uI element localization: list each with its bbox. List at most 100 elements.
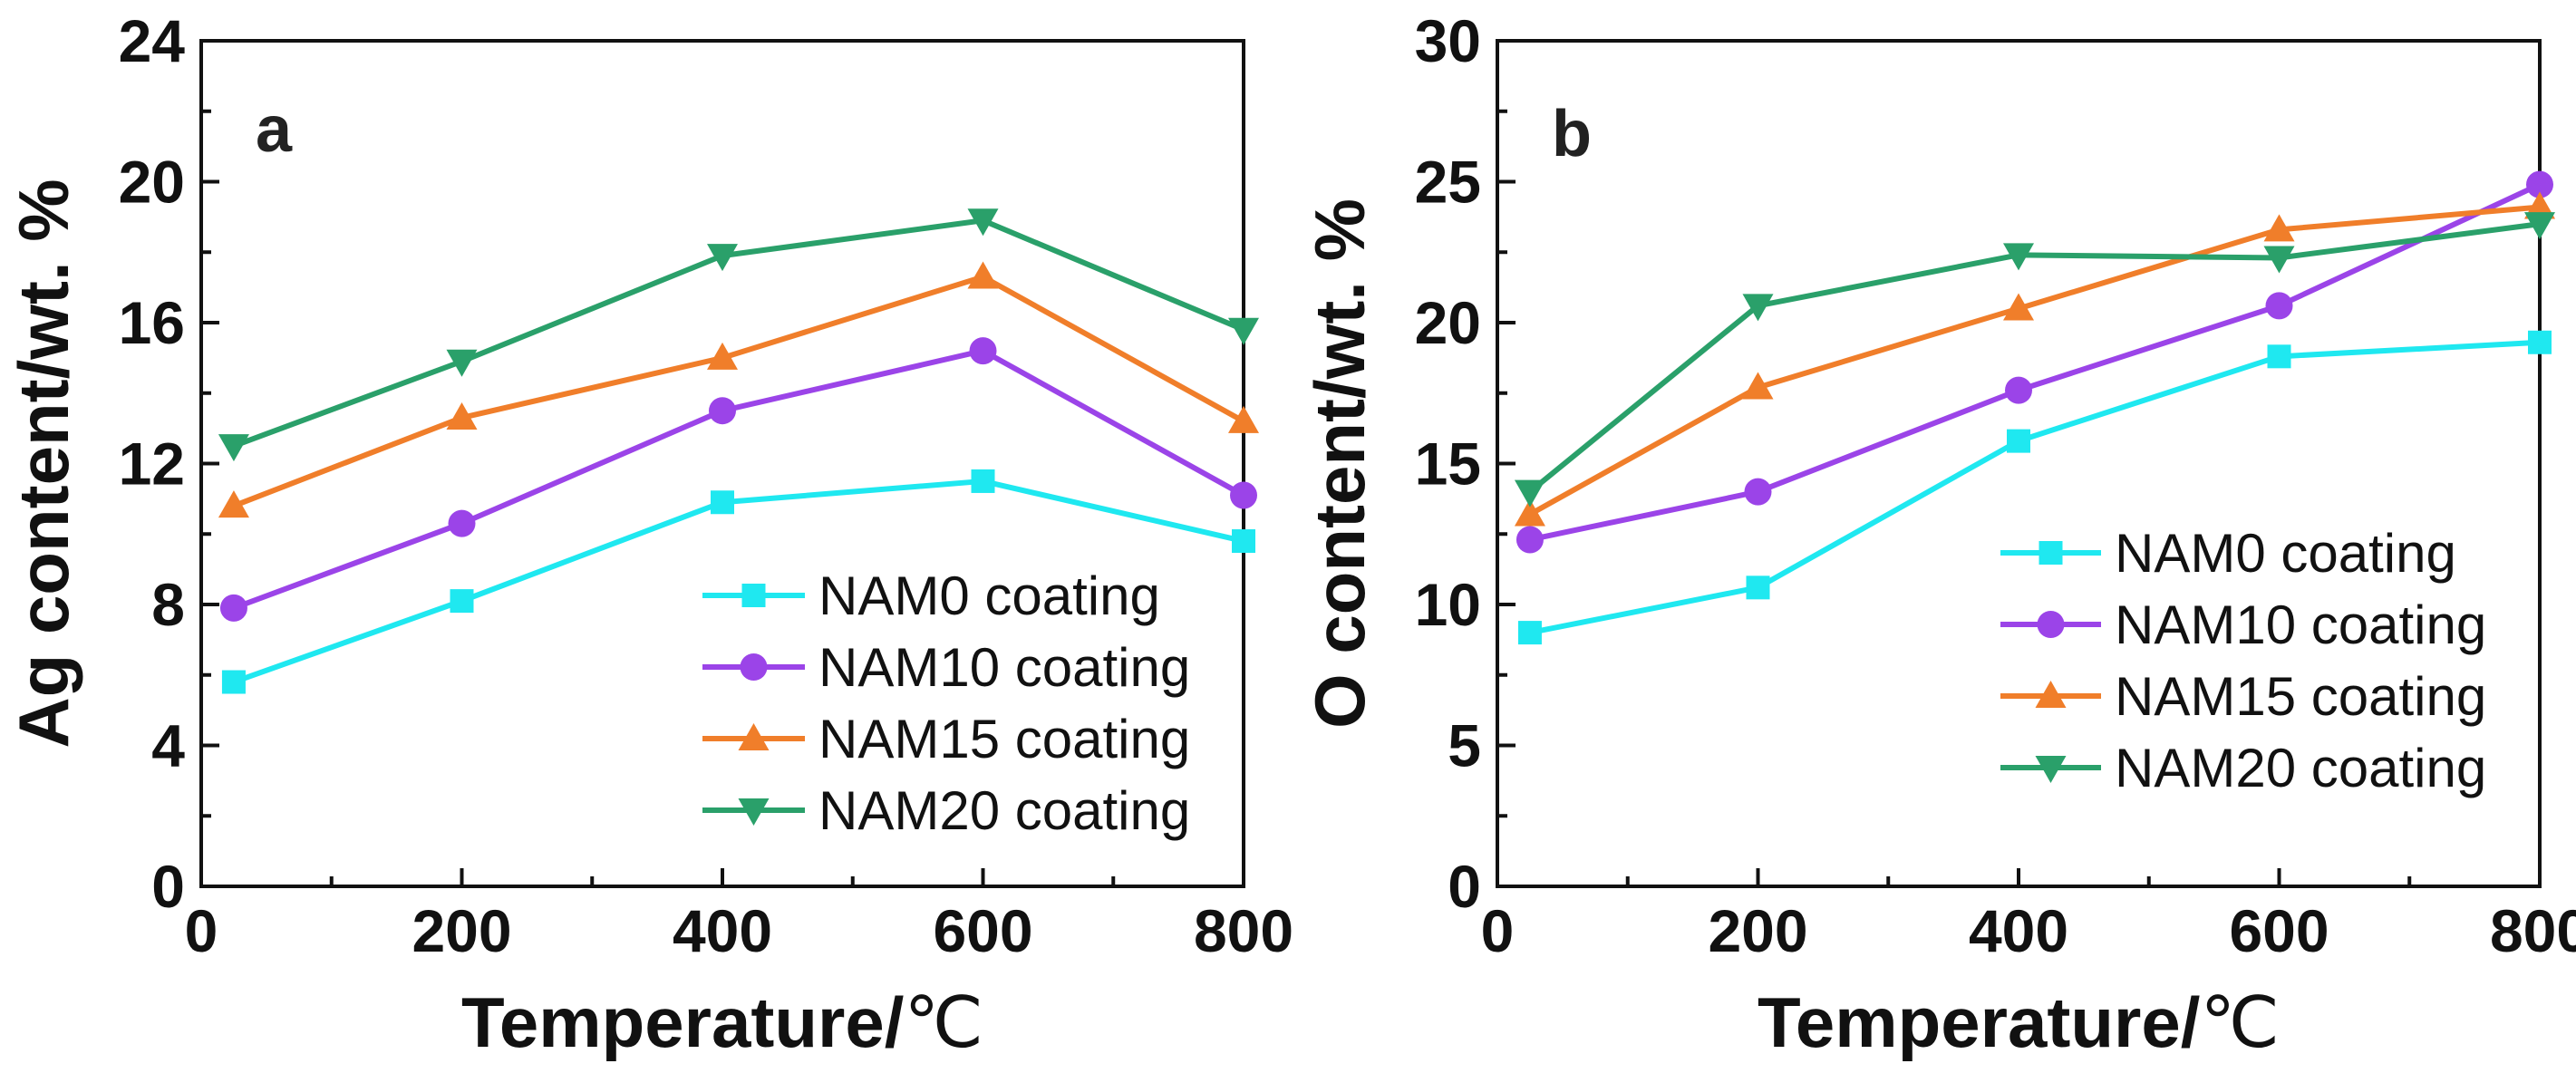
series-line <box>1528 221 2541 494</box>
y-tick-label: 8 <box>151 571 185 638</box>
legend-item: NAM15 coating <box>2000 666 2486 727</box>
data-point <box>1230 481 1257 509</box>
y-tick-label: 4 <box>151 712 185 779</box>
legend-item: NAM20 coating <box>702 780 1190 841</box>
data-point <box>1514 498 1545 527</box>
data-point <box>221 670 246 694</box>
series-3 <box>1514 212 2555 508</box>
y-axis-title: O content/wt. % <box>1300 198 1380 729</box>
data-point <box>448 509 476 537</box>
x-axis-title-main: Temperature/ <box>461 982 904 1062</box>
y-tick-label: 10 <box>1415 571 1481 638</box>
data-point <box>218 490 249 518</box>
data-point <box>707 244 738 272</box>
data-point <box>1742 294 1774 322</box>
x-tick-label: 200 <box>412 897 511 964</box>
data-point <box>2265 292 2293 320</box>
chart-panel-b: 0 200 400 600 800 0 5 10 15 20 25 30 Temperature/℃ O … <box>1300 7 2576 1062</box>
x-axis-title: Temperature/℃ <box>1758 982 2280 1062</box>
data-point <box>2267 344 2291 369</box>
data-point <box>218 434 249 462</box>
data-point <box>967 261 999 289</box>
y-tick-label: 20 <box>119 149 185 216</box>
data-point <box>2007 429 2030 453</box>
y-tick-label: 16 <box>119 289 185 356</box>
data-point <box>450 589 474 614</box>
legend-label: NAM15 coating <box>818 709 1190 769</box>
x-tick-label: 400 <box>1969 897 2068 964</box>
data-point <box>2526 170 2553 198</box>
data-point <box>1744 478 1772 506</box>
series-line <box>1529 181 2542 543</box>
legend-item: NAM15 coating <box>702 709 1190 769</box>
x-tick-label: 0 <box>185 897 218 964</box>
x-tick-label: 600 <box>933 897 1032 964</box>
data-point <box>1516 526 1544 554</box>
data-point <box>1232 529 1255 554</box>
legend-item: NAM20 coating <box>2000 738 2486 798</box>
legend-label: NAM0 coating <box>818 566 1160 626</box>
x-axis-title-unit: ℃ <box>904 982 983 1062</box>
x-tick-label: 800 <box>1194 897 1293 964</box>
legend-item: NAM0 coating <box>2000 523 2456 584</box>
data-point <box>711 490 734 515</box>
legend-marker <box>2035 756 2067 783</box>
x-tick-label: 800 <box>2490 897 2576 964</box>
chart-panel-a: 0 200 400 600 800 0 4 8 12 16 20 24 Temperature/℃ Ag … <box>4 7 1293 1062</box>
y-tick-label: 15 <box>1415 430 1481 498</box>
data-point <box>2003 293 2034 321</box>
legend-marker <box>741 584 766 607</box>
legend-label: NAM20 coating <box>818 780 1190 841</box>
x-tick-label: 0 <box>1481 897 1515 964</box>
legend-marker <box>738 798 770 826</box>
data-point <box>969 337 997 365</box>
data-point <box>709 397 736 425</box>
series-3 <box>218 208 1259 462</box>
x-tick-label: 600 <box>2229 897 2329 964</box>
panel-letter: b <box>1552 98 1592 170</box>
x-tick-label: 400 <box>673 897 772 964</box>
legend-marker <box>2039 541 2063 565</box>
y-tick-label: 0 <box>1448 853 1481 920</box>
legend-item: NAM0 coating <box>702 566 1160 626</box>
y-tick-label: 0 <box>151 853 185 920</box>
y-tick-label: 20 <box>1415 289 1481 356</box>
data-point <box>1742 372 1774 400</box>
series-0 <box>221 469 1255 694</box>
y-tick-label: 25 <box>1415 149 1481 216</box>
legend-item: NAM10 coating <box>702 637 1190 698</box>
data-point <box>1228 317 1259 345</box>
y-tick-label: 5 <box>1448 712 1481 779</box>
data-point <box>446 401 478 430</box>
data-point <box>971 469 995 493</box>
series-2 <box>1514 191 2555 527</box>
data-point <box>707 342 738 370</box>
legend-marker <box>2035 681 2067 708</box>
data-point <box>2263 246 2295 274</box>
data-point <box>2005 376 2032 404</box>
data-point <box>1746 575 1770 600</box>
data-point <box>2263 214 2295 242</box>
data-point <box>2524 191 2555 219</box>
y-axis-title: Ag content/wt. % <box>4 179 83 748</box>
series-1 <box>219 337 1257 622</box>
legend-marker <box>740 653 768 681</box>
legend-label: NAM10 coating <box>2115 595 2486 655</box>
y-tick-label: 24 <box>119 7 186 74</box>
legend-marker <box>738 723 770 750</box>
x-axis-title-unit: ℃ <box>2200 982 2280 1062</box>
data-point <box>967 208 999 237</box>
legend-label: NAM15 coating <box>2115 666 2486 727</box>
y-tick-label: 30 <box>1415 7 1481 74</box>
data-point <box>2003 243 2034 271</box>
legend-item: NAM10 coating <box>2000 595 2486 655</box>
panel-letter: a <box>256 93 293 166</box>
data-point <box>1514 479 1545 508</box>
series-1 <box>1516 170 2553 554</box>
data-point <box>1228 405 1259 433</box>
x-tick-label: 200 <box>1708 897 1807 964</box>
data-point <box>219 594 247 622</box>
data-point <box>2524 212 2555 240</box>
